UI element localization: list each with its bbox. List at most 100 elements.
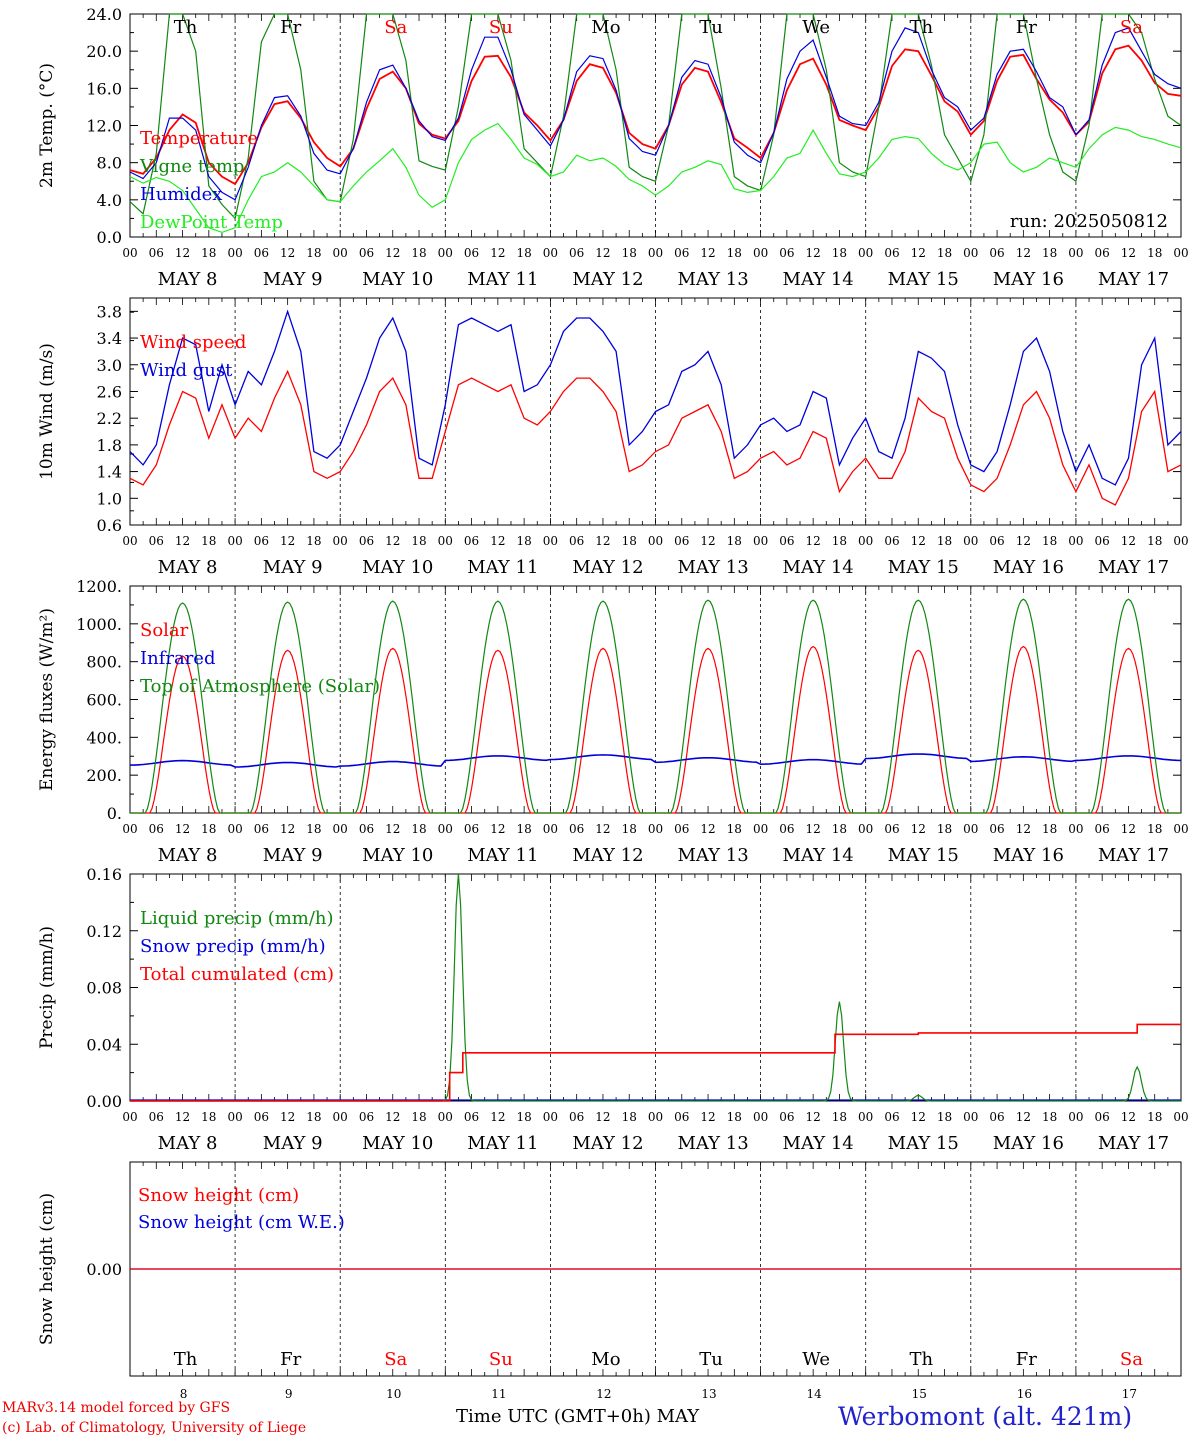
hour-tick-label: 06	[359, 534, 374, 548]
hour-tick-label: 12	[700, 1110, 715, 1124]
hour-tick-label: 00	[438, 1110, 453, 1124]
date-label: MAY 15	[888, 269, 959, 290]
hour-tick-label: 00	[858, 1110, 873, 1124]
y-tick-label: 2.2	[97, 409, 122, 428]
weekday-label: We	[802, 1349, 830, 1370]
hour-tick-label: 00	[648, 534, 663, 548]
hour-tick-label: 12	[280, 246, 295, 260]
day-number: 9	[285, 1387, 293, 1401]
hour-tick-label: 06	[569, 534, 584, 548]
hour-tick-label: 06	[1095, 534, 1110, 548]
hour-tick-label: 18	[727, 534, 742, 548]
date-label: MAY 16	[993, 1133, 1064, 1154]
panel-5: 0.00 Snow height (cm) Snow height (cm) Snow…	[37, 1161, 1182, 1401]
date-label: MAY 11	[467, 845, 538, 866]
hour-tick-label: 12	[595, 534, 610, 548]
y-tick-label: 0.00	[86, 1260, 122, 1279]
hour-tick-label: 00	[1068, 822, 1083, 836]
y-tick-label: 2.6	[97, 382, 122, 401]
hour-tick-label: 00	[122, 246, 137, 260]
model-credit: MARv3.14 model forced by GFS	[2, 1400, 231, 1416]
hour-tick-label: 06	[989, 1110, 1004, 1124]
date-label: MAY 16	[993, 557, 1064, 578]
date-label: MAY 14	[783, 269, 854, 290]
hour-tick-label: 06	[884, 1110, 899, 1124]
hour-tick-label: 18	[937, 822, 952, 836]
hour-tick-label: 12	[806, 534, 821, 548]
hour-tick-label: 06	[779, 1110, 794, 1124]
hour-tick-label: 12	[490, 822, 505, 836]
hour-tick-label: 06	[674, 1110, 689, 1124]
hour-tick-label: 18	[306, 246, 321, 260]
hour-tick-label: 18	[306, 822, 321, 836]
date-label: MAY 12	[572, 1133, 643, 1154]
hour-tick-label: 12	[700, 246, 715, 260]
hour-tick-label: 00	[438, 534, 453, 548]
hour-tick-label: 00	[858, 822, 873, 836]
hour-tick-label: 12	[1016, 534, 1031, 548]
hour-tick-label: 00	[333, 822, 348, 836]
hour-tick-label: 06	[674, 822, 689, 836]
hour-tick-label: 00	[963, 822, 978, 836]
y-tick-label: 4.0	[97, 191, 122, 210]
weekday-label: Sa	[384, 17, 407, 38]
hour-tick-label: 00	[1173, 822, 1188, 836]
legend-snow-height-cm-w-e-: Snow height (cm W.E.)	[138, 1212, 345, 1233]
y-tick-label: 1200.	[76, 577, 122, 596]
legend-liquid-precip-mm-h-: Liquid precip (mm/h)	[140, 908, 334, 929]
y-tick-label: 1000.	[76, 615, 122, 634]
hour-tick-label: 18	[201, 822, 216, 836]
day-number: 13	[701, 1387, 716, 1401]
day-number: 12	[596, 1387, 611, 1401]
hour-tick-label: 18	[1042, 246, 1057, 260]
hour-tick-label: 06	[1095, 822, 1110, 836]
hour-tick-label: 12	[1121, 534, 1136, 548]
date-label: MAY 14	[783, 557, 854, 578]
hour-tick-label: 06	[254, 246, 269, 260]
hour-tick-label: 18	[727, 246, 742, 260]
legend-temperature: Temperature	[140, 128, 258, 149]
hour-tick-label: 18	[832, 1110, 847, 1124]
y-axis-label: 10m Wind (m/s)	[37, 343, 57, 480]
hour-tick-label: 18	[201, 1110, 216, 1124]
hour-tick-label: 00	[753, 822, 768, 836]
y-tick-label: 1.0	[97, 489, 122, 508]
hour-tick-label: 12	[1016, 1110, 1031, 1124]
hour-tick-label: 12	[490, 534, 505, 548]
panel-2: 0.6 1.0 1.4 1.8 2.2 2.6 3.0 3.4 3.8 10m Wind (m/s…	[37, 297, 1189, 578]
run-label: run: 2025050812	[1010, 211, 1168, 232]
legend-vigne-temp: Vigne temp	[139, 156, 244, 177]
hour-tick-label: 18	[201, 534, 216, 548]
hour-tick-label: 12	[280, 1110, 295, 1124]
hour-tick-label: 00	[122, 534, 137, 548]
date-label: MAY 11	[467, 269, 538, 290]
weekday-label: Fr	[280, 1349, 301, 1370]
series-total-cumulated	[130, 1023, 1181, 1102]
hour-tick-label: 06	[779, 822, 794, 836]
legend-wind-gust: Wind gust	[140, 360, 233, 381]
hour-tick-label: 18	[1042, 1110, 1057, 1124]
date-label: MAY 15	[888, 557, 959, 578]
weekday-label: Su	[489, 1349, 513, 1370]
y-tick-label: 0.6	[97, 516, 122, 535]
hour-tick-label: 18	[306, 1110, 321, 1124]
legend-infrared: Infrared	[140, 648, 215, 669]
panel-3: 0. 200. 400. 600. 800. 1000. 1200. Energy fluxe…	[37, 577, 1189, 866]
hour-tick-label: 12	[385, 534, 400, 548]
hour-tick-label: 18	[727, 822, 742, 836]
day-number: 17	[1122, 1387, 1137, 1401]
date-label: MAY 12	[572, 845, 643, 866]
hour-tick-label: 12	[595, 1110, 610, 1124]
hour-tick-label: 00	[648, 246, 663, 260]
y-tick-label: 0.0	[97, 228, 122, 247]
day-number: 16	[1017, 1387, 1032, 1401]
day-number: 11	[491, 1387, 506, 1401]
date-label: MAY 16	[993, 269, 1064, 290]
hour-tick-label: 18	[622, 822, 637, 836]
date-label: MAY 17	[1098, 845, 1169, 866]
day-number: 15	[912, 1387, 927, 1401]
weekday-label: Sa	[1120, 17, 1143, 38]
hour-tick-label: 12	[1121, 822, 1136, 836]
legend-total-cumulated-cm-: Total cumulated (cm)	[140, 964, 334, 985]
